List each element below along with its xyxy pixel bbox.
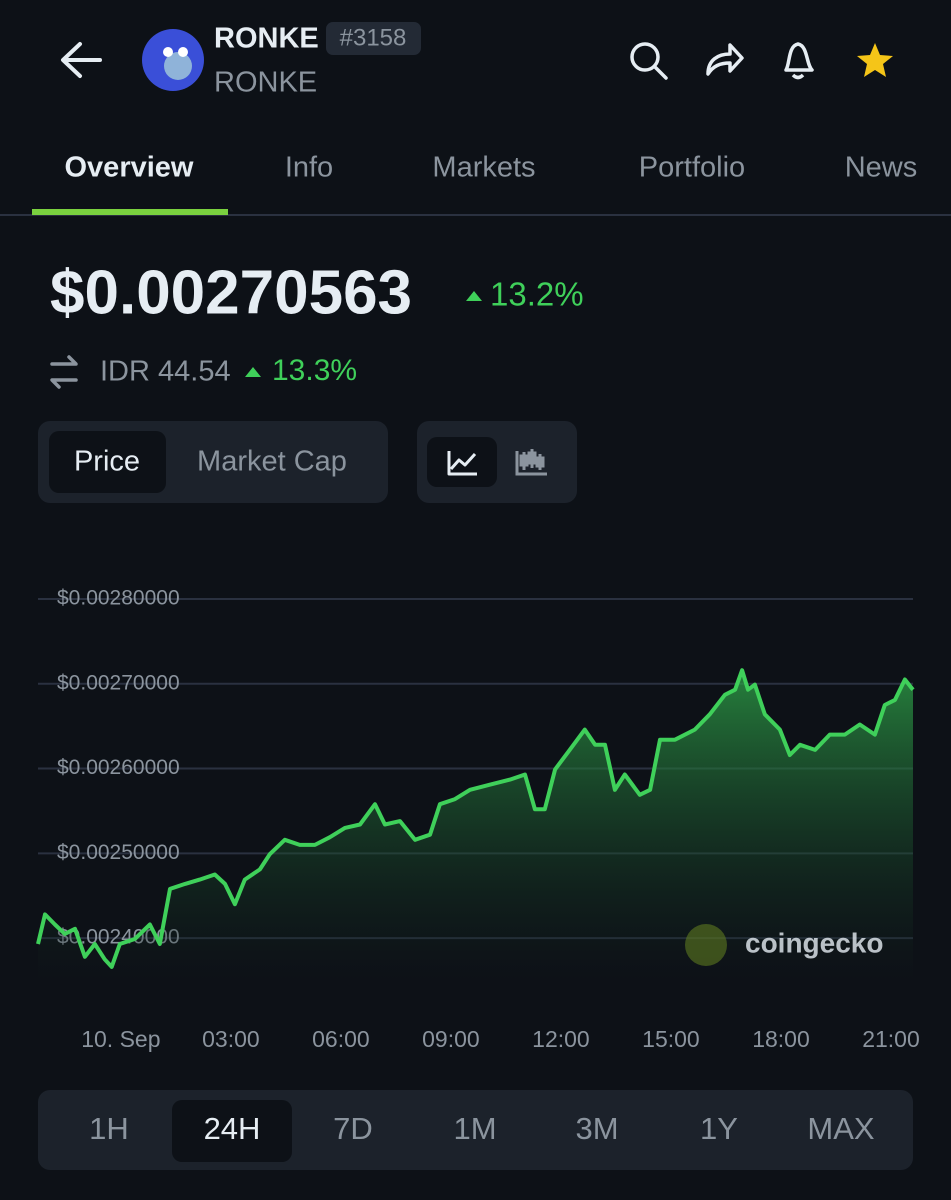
x-tick-label: 09:00 [422,1026,480,1052]
avatar [142,29,204,91]
x-tick-label: 21:00 [862,1026,920,1052]
x-tick-label: 06:00 [312,1026,370,1052]
range-button[interactable]: 1Y [700,1111,738,1146]
up-arrow [245,367,261,377]
range-button[interactable]: MAX [807,1111,875,1146]
active-tab-indicator [32,209,228,215]
x-tick-label: 18:00 [752,1026,810,1052]
y-tick-label: $0.00260000 [57,756,180,779]
range-active [172,1100,292,1162]
y-tick-label: $0.00280000 [57,587,180,610]
line-chart-icon[interactable] [447,451,477,476]
x-tick-label: 12:00 [532,1026,590,1052]
rank-badge [326,22,421,55]
x-tick-label: 03:00 [202,1026,260,1052]
price-line [36,668,915,969]
tab[interactable]: News [845,152,918,184]
x-tick-label: 10. Sep [81,1026,160,1052]
x-tick-label: 15:00 [642,1026,700,1052]
coin-symbol: RONKE [214,67,317,99]
tab[interactable]: Markets [432,152,535,184]
watermark: coingecko [745,927,883,958]
up-arrow [466,291,482,301]
price-idr: IDR 44.54 [100,356,231,388]
price-usd: $0.00270563 [50,258,412,327]
range-button[interactable]: 24H [204,1111,261,1146]
toggle-price[interactable]: Price [74,446,140,478]
range-button[interactable]: 1H [89,1111,129,1146]
toggle-market-cap[interactable]: Market Cap [197,446,347,478]
toggle-active [49,431,166,493]
share-icon[interactable] [706,43,744,76]
y-tick-label: $0.00250000 [57,841,180,864]
search-icon[interactable] [630,42,668,80]
coin-name: RONKE [214,23,319,55]
watermark-logo [685,924,727,966]
price-change-idr: 13.3% [272,354,357,387]
range-button[interactable]: 3M [575,1111,618,1146]
tab[interactable]: Portfolio [639,152,745,184]
favorite-icon[interactable] [857,43,893,77]
price-area [38,670,913,981]
price-change-usd: 13.2% [490,276,584,313]
alert-icon[interactable] [784,42,814,80]
tab[interactable]: Info [285,152,333,184]
range-button[interactable]: 1M [453,1111,496,1146]
convert-icon[interactable] [50,355,78,389]
back-button[interactable] [61,42,102,78]
rank: #3158 [340,24,407,51]
tab[interactable]: Overview [65,152,194,184]
candle-chart-icon[interactable] [515,449,547,476]
y-tick-label: $0.00270000 [57,671,180,694]
range-button[interactable]: 7D [333,1111,373,1146]
